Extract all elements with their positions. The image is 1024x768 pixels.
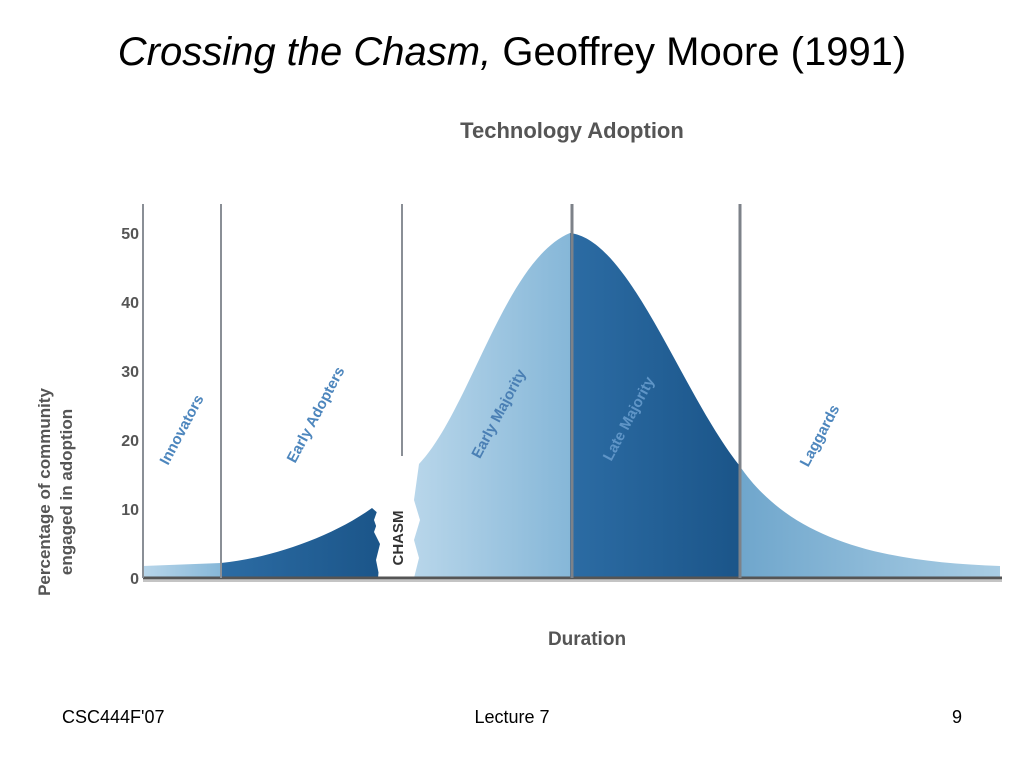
y-tick-label: 40	[121, 295, 139, 312]
footer-course: CSC444F'07	[62, 707, 165, 727]
y-tick-label: 30	[121, 364, 139, 381]
slide-title: Crossing the Chasm, Geoffrey Moore (1991…	[0, 28, 1024, 76]
footer-page-number: 9	[951, 707, 962, 727]
segment-early-majority-area	[414, 233, 570, 578]
segment-label-innovators: Innovators	[157, 392, 208, 468]
segment-laggards-area	[739, 465, 1000, 578]
chart-title: Technology Adoption	[460, 118, 684, 143]
slide-title-italic: Crossing the Chasm,	[117, 30, 492, 74]
footer-lecture: Lecture 7	[474, 707, 550, 727]
chasm-gap: CHASM	[374, 500, 416, 580]
y-axis-ticks: 0 10 20 30 40 50	[121, 226, 139, 588]
segment-label-laggards: Laggards	[797, 402, 844, 470]
chasm-label: CHASM	[390, 511, 407, 566]
technology-adoption-chart: Technology Adoption Percentage of commun…	[35, 118, 1002, 650]
y-axis-label-line-1: Percentage of community	[35, 388, 54, 596]
segment-late-majority-area	[570, 233, 739, 578]
y-axis-label-line-2: engaged in adoption	[57, 409, 76, 575]
y-tick-label: 0	[130, 571, 139, 588]
y-tick-label: 50	[121, 226, 139, 243]
segment-label-early-adopters: Early Adopters	[284, 364, 349, 466]
slide-title-rest: Geoffrey Moore (1991)	[502, 30, 907, 74]
segment-innovators-area	[143, 563, 221, 578]
segment-early-adopters-area	[221, 508, 381, 578]
y-tick-label: 20	[121, 433, 139, 450]
y-axis-label: Percentage of community engaged in adopt…	[35, 388, 76, 596]
x-axis-label: Duration	[548, 629, 626, 650]
y-tick-label: 10	[121, 502, 139, 519]
